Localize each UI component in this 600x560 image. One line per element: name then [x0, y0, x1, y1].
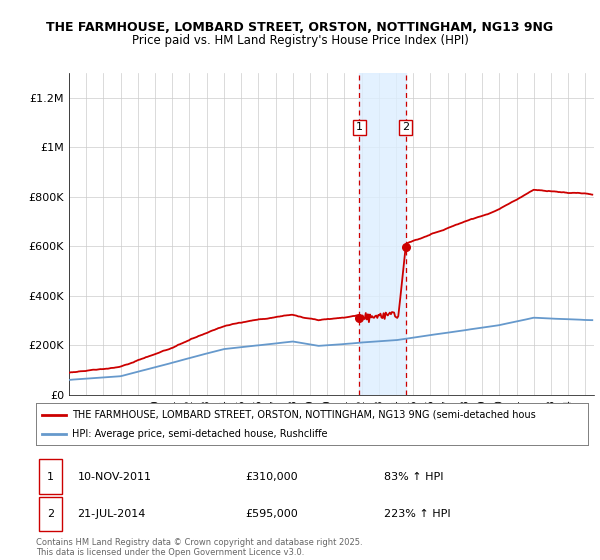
Text: 223% ↑ HPI: 223% ↑ HPI — [384, 509, 451, 519]
Bar — [39, 497, 62, 531]
Text: 2: 2 — [47, 509, 54, 519]
Text: 21-JUL-2014: 21-JUL-2014 — [77, 509, 146, 519]
Bar — [39, 459, 62, 494]
Text: Contains HM Land Registry data © Crown copyright and database right 2025.
This d: Contains HM Land Registry data © Crown c… — [36, 538, 362, 557]
Bar — [359, 73, 406, 395]
Text: 1: 1 — [356, 122, 363, 132]
Text: HPI: Average price, semi-detached house, Rushcliffe: HPI: Average price, semi-detached house,… — [72, 429, 328, 439]
Text: £595,000: £595,000 — [246, 509, 299, 519]
Text: Price paid vs. HM Land Registry's House Price Index (HPI): Price paid vs. HM Land Registry's House … — [131, 34, 469, 46]
Text: £310,000: £310,000 — [246, 472, 298, 482]
Text: THE FARMHOUSE, LOMBARD STREET, ORSTON, NOTTINGHAM, NG13 9NG (semi-detached hous: THE FARMHOUSE, LOMBARD STREET, ORSTON, N… — [72, 409, 536, 419]
Text: 1: 1 — [47, 472, 54, 482]
Text: 83% ↑ HPI: 83% ↑ HPI — [384, 472, 443, 482]
Text: THE FARMHOUSE, LOMBARD STREET, ORSTON, NOTTINGHAM, NG13 9NG: THE FARMHOUSE, LOMBARD STREET, ORSTON, N… — [46, 21, 554, 34]
Text: 2: 2 — [402, 122, 409, 132]
Text: 10-NOV-2011: 10-NOV-2011 — [77, 472, 151, 482]
